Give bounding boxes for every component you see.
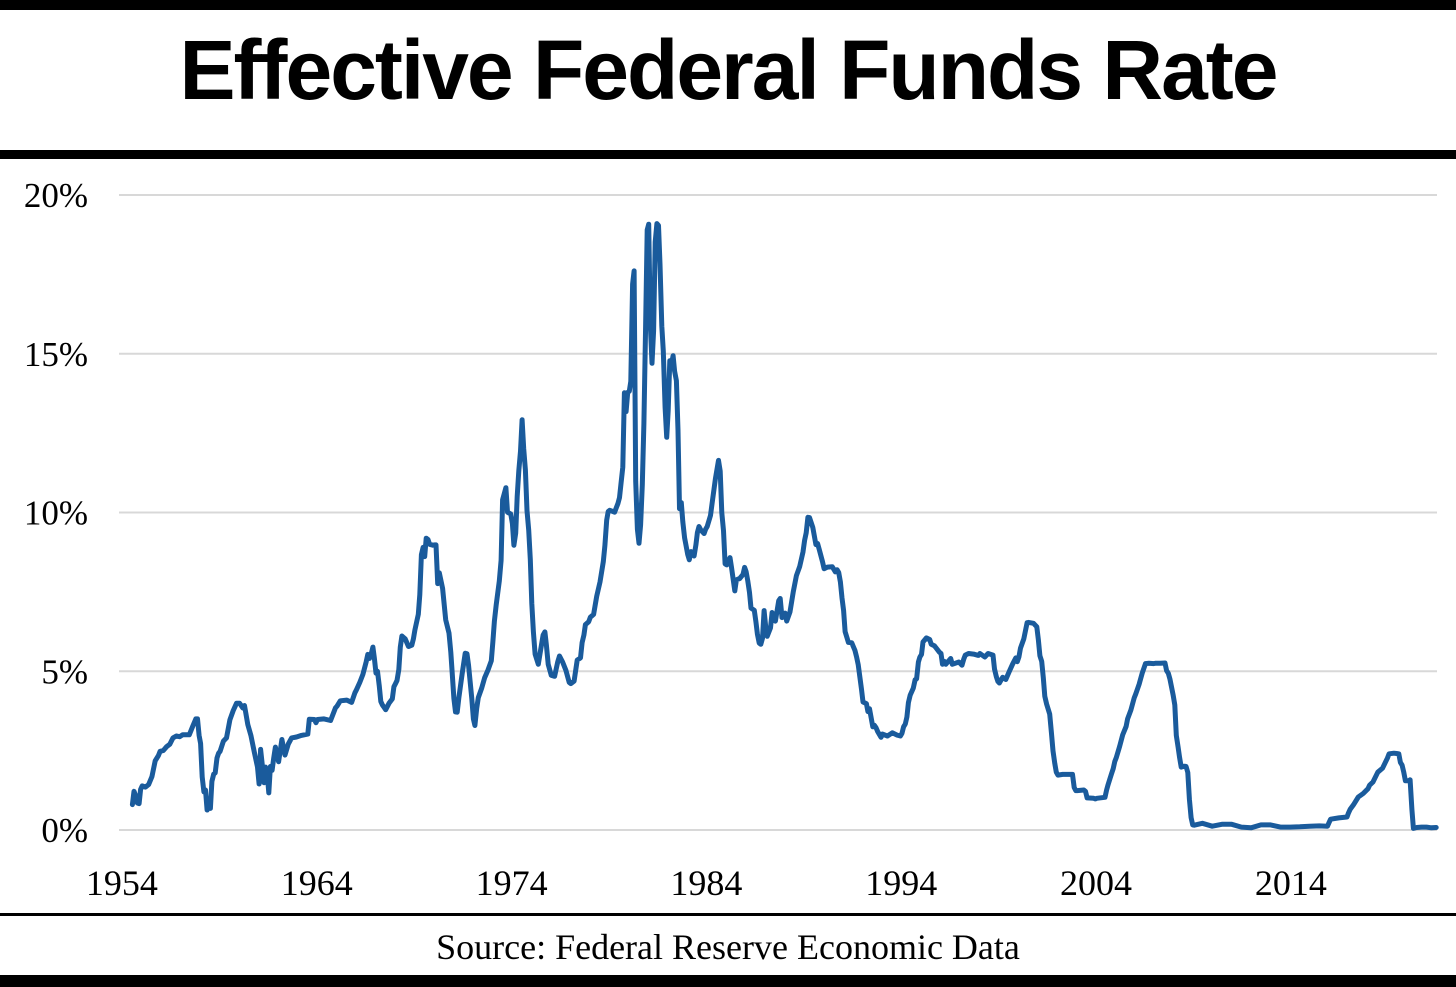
- x-axis-label: 1964: [281, 863, 353, 903]
- y-axis-label: 0%: [41, 811, 88, 850]
- x-axis-label: 1994: [865, 863, 937, 903]
- bottom-border-bar: [0, 975, 1456, 987]
- chart-area: 0% 5% 10% 15% 20% 1954 1964 1974 1984 1994 2004 201…: [0, 159, 1456, 913]
- source-caption: Source: Federal Reserve Economic Data: [436, 927, 1020, 967]
- y-axis-label: 15%: [24, 335, 88, 374]
- title-divider-rule: [0, 150, 1456, 159]
- ffr-line-chart: 0% 5% 10% 15% 20% 1954 1964 1974 1984 1994 2004 201…: [24, 176, 1439, 903]
- x-axis-label: 1954: [86, 863, 158, 903]
- y-axis-label: 20%: [24, 176, 88, 215]
- x-axis-label: 1984: [670, 863, 742, 903]
- rate-line: [129, 221, 1439, 831]
- x-axis-label: 2014: [1255, 863, 1327, 903]
- chart-title: Effective Federal Funds Rate: [179, 23, 1279, 117]
- source-divider-rule: [0, 913, 1456, 916]
- x-axis-label: 1974: [476, 863, 548, 903]
- y-axis-label: 5%: [41, 652, 88, 691]
- y-axis-label: 10%: [24, 494, 88, 533]
- top-border-bar: [0, 0, 1456, 10]
- x-axis-label: 2004: [1060, 863, 1132, 903]
